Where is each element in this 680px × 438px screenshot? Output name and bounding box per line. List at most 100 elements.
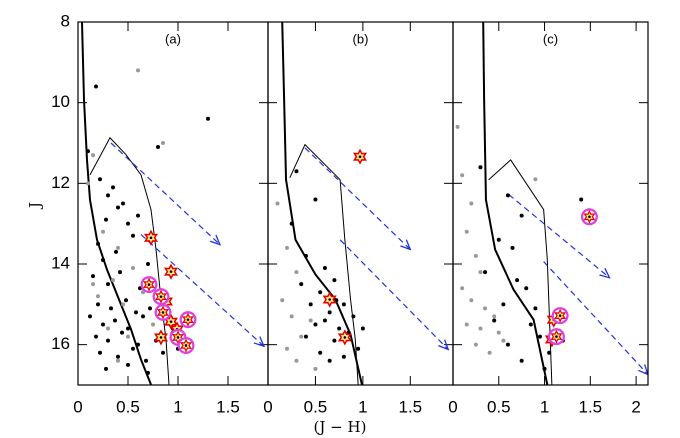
panel-title: (c): [543, 31, 558, 46]
data-point: [469, 201, 474, 206]
data-point: [505, 193, 510, 198]
data-point: [492, 318, 497, 323]
data-point: [106, 338, 110, 343]
data-point: [533, 177, 538, 182]
y-tick-label: 14: [51, 253, 70, 272]
data-point: [289, 221, 294, 226]
data-point: [478, 326, 483, 331]
data-point: [341, 302, 346, 307]
data-point: [501, 338, 506, 343]
data-point: [275, 201, 280, 206]
data-point: [131, 346, 135, 351]
data-point: [351, 314, 356, 319]
star-point: [322, 291, 337, 308]
data-point: [96, 302, 100, 307]
center-dot: [147, 283, 151, 286]
data-point: [134, 310, 138, 315]
data-point: [289, 314, 294, 319]
data-point: [547, 350, 552, 355]
data-point: [136, 68, 140, 73]
data-point: [356, 346, 361, 351]
data-point: [104, 217, 108, 222]
center-dot: [588, 215, 591, 219]
data-point: [94, 84, 98, 89]
data-point: [524, 286, 529, 291]
data-point: [118, 270, 122, 275]
data-point: [308, 318, 313, 323]
panel-title: (b): [353, 31, 369, 46]
center-dot: [169, 320, 173, 323]
data-point: [299, 282, 304, 287]
data-point: [464, 229, 469, 234]
star-point: [353, 148, 368, 165]
panel-frame: [452, 21, 649, 386]
center-dot: [149, 236, 153, 240]
data-point: [496, 330, 501, 335]
data-point: [91, 282, 95, 287]
data-point: [116, 245, 120, 250]
data-point: [98, 177, 102, 182]
panel: (b) 0 0.5 1 1.5: [263, 21, 454, 416]
star-point: [143, 229, 159, 246]
x-tick-label: 1.5: [216, 397, 240, 416]
data-point: [460, 173, 465, 178]
data-point: [478, 270, 483, 275]
data-point: [284, 346, 289, 351]
data-point: [294, 270, 299, 275]
center-dot: [358, 155, 362, 159]
data-point: [460, 286, 465, 291]
data-point: [156, 145, 160, 150]
data-point: [327, 310, 332, 315]
data-point: [501, 302, 506, 307]
x-tick-label: 1: [173, 397, 182, 416]
y-tick-label: 16: [51, 334, 70, 353]
curve: [339, 239, 448, 350]
data-point: [148, 306, 152, 311]
data-point: [313, 197, 318, 202]
x-tick-label: 1: [540, 397, 549, 416]
data-point: [146, 370, 150, 375]
data-point: [473, 342, 478, 347]
data-point: [91, 274, 95, 279]
data-point: [141, 314, 145, 319]
circled-star-point: [177, 336, 195, 354]
data-point: [313, 322, 318, 327]
data-point: [464, 322, 469, 327]
x-tick-label: 0.5: [487, 397, 511, 416]
star-point: [163, 263, 179, 280]
data-point: [280, 298, 285, 303]
panel-title: (a): [165, 31, 181, 46]
data-point: [98, 350, 102, 355]
data-point: [510, 245, 515, 250]
data-point: [303, 334, 308, 339]
x-tick-label: 0.5: [304, 397, 328, 416]
plot-area: [275, 22, 448, 385]
data-point: [483, 270, 488, 275]
y-tick-label: 8: [61, 11, 70, 30]
circled-star-point: [152, 288, 170, 306]
data-point: [146, 262, 150, 266]
data-point: [487, 350, 492, 355]
circled-star-point: [169, 328, 187, 346]
center-dot: [169, 270, 173, 273]
data-point: [537, 334, 542, 339]
x-tick-label: 1.5: [398, 397, 422, 416]
star-point: [337, 329, 352, 346]
center-dot: [159, 336, 163, 339]
circled-star-point: [580, 208, 598, 226]
curve: [289, 143, 359, 385]
data-point: [86, 149, 90, 154]
data-point: [542, 366, 547, 371]
data-point: [313, 366, 318, 371]
curve: [281, 22, 363, 385]
data-point: [473, 253, 478, 258]
data-point: [294, 169, 299, 174]
x-tick-label: 0: [263, 397, 272, 416]
data-point: [327, 358, 332, 363]
center-dot: [176, 336, 180, 339]
data-point: [341, 354, 346, 359]
data-point: [136, 213, 140, 218]
data-point: [136, 342, 140, 347]
data-point: [124, 298, 128, 303]
panel: (c) 0 0.5 1 1.5 2: [448, 21, 649, 416]
